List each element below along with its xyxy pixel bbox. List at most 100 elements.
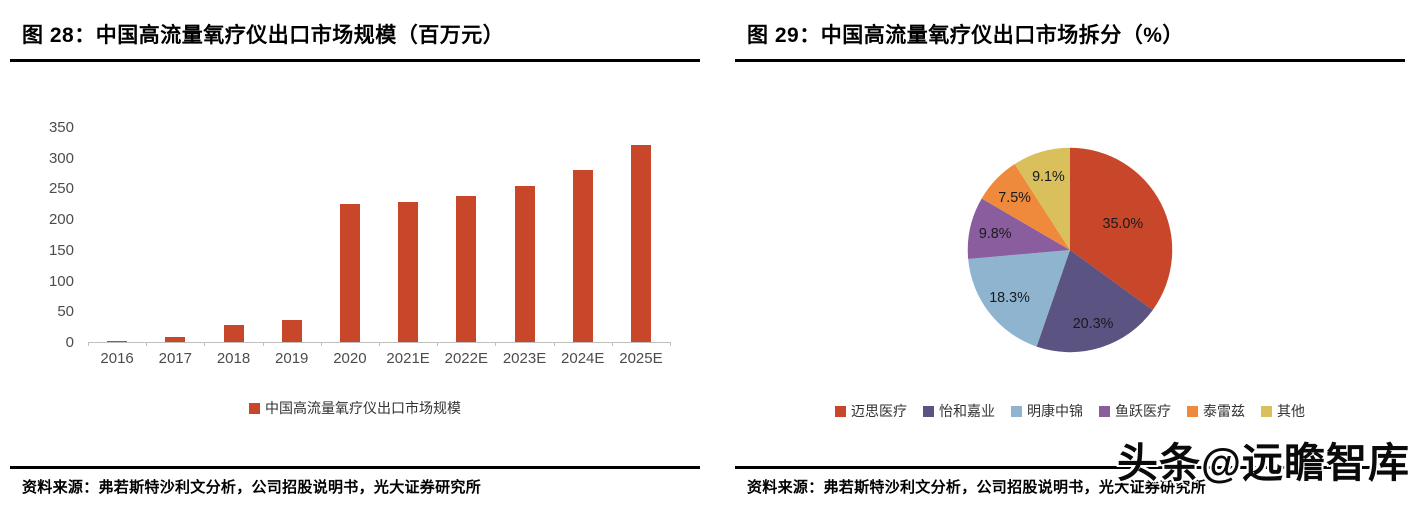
legend-swatch-icon: [1187, 405, 1198, 417]
figure-28-panel: 图 28：中国高流量氧疗仪出口市场规模（百万元） 0 50 100 150 200 250…: [10, 0, 700, 510]
legend-swatch-icon: [835, 405, 846, 417]
bar-slot: [88, 128, 146, 342]
legend-label: 怡和嘉业: [939, 403, 995, 419]
pie-data-label: 18.3%: [989, 290, 1030, 306]
legend-swatch-icon: [1011, 405, 1022, 417]
legend-label: 鱼跃医疗: [1115, 403, 1171, 419]
x-category-label: 2022E: [444, 350, 488, 367]
pie-data-label: 20.3%: [1073, 316, 1114, 332]
bar-slot: [379, 128, 437, 342]
bar-chart-legend: 中国高流量氧疗仪出口市场规模: [10, 398, 700, 418]
y-axis-tick-label: 0: [65, 334, 74, 351]
pie-slice-1: [1036, 250, 1153, 353]
bar-slot: [321, 128, 379, 342]
bar-legend-item: 中国高流量氧疗仪出口市场规模: [249, 398, 461, 418]
y-axis-tick-label: 50: [57, 303, 74, 321]
x-axis-tick: [320, 342, 322, 346]
x-category-label: 2016: [100, 350, 134, 367]
figure-28-source-block: 资料来源：弗若斯特沙利文分析，公司招股说明书，光大证券研究所: [10, 466, 700, 497]
bar-slot: [437, 128, 495, 342]
x-axis-tick: [437, 342, 439, 346]
pie-slice-5: [1014, 147, 1070, 250]
x-axis-tick: [262, 342, 264, 346]
bar: [165, 337, 186, 342]
figure-29-title-underline: [735, 59, 1405, 62]
x-axis-tick: [495, 342, 497, 346]
pie-legend-item: 明康中锦: [1011, 401, 1083, 421]
x-axis-tick: [88, 342, 89, 346]
pie-chart: 35.0% 20.3% 18.3% 9.8% 7.5% 9.1%: [735, 143, 1405, 357]
bar: [398, 201, 419, 342]
pie-slice-4: [981, 164, 1070, 250]
pie-legend-item: 鱼跃医疗: [1099, 401, 1171, 421]
bar: [514, 186, 535, 342]
x-category-label: 2019: [275, 350, 309, 367]
figure-28-source-rule: [10, 466, 700, 469]
pie-slice-0: [1070, 147, 1173, 311]
x-category-label: 2021E: [386, 350, 430, 367]
pie-legend-item: 迈思医疗: [835, 401, 907, 421]
legend-swatch-icon: [249, 402, 260, 414]
legend-label: 其他: [1277, 403, 1305, 419]
y-axis-tick-label: 350: [48, 119, 74, 136]
x-category-label: 2018: [216, 350, 251, 367]
legend-label: 迈思医疗: [851, 403, 907, 419]
y-axis-tick-label: 150: [48, 241, 74, 259]
bar-slot: [204, 128, 262, 342]
legend-label: 泰雷兹: [1203, 403, 1245, 419]
pie-data-label: 9.8%: [979, 226, 1012, 242]
figure-29-source-block: 资料来源：弗若斯特沙利文分析，公司招股说明书，光大证券研究所: [735, 466, 1405, 497]
figure-29-title: 图 29：中国高流量氧疗仪出口市场拆分（%）: [747, 24, 1184, 47]
legend-swatch-icon: [1261, 405, 1272, 417]
pie-data-label: 7.5%: [998, 190, 1031, 206]
figure-28-source-text: 资料来源：弗若斯特沙利文分析，公司招股说明书，光大证券研究所: [22, 479, 482, 496]
legend-swatch-icon: [1099, 405, 1110, 417]
pie-legend-item: 其他: [1261, 401, 1305, 421]
x-axis-tick: [204, 342, 206, 346]
bar: [456, 195, 477, 342]
bar-slot: [495, 128, 553, 342]
bar-slot: [554, 128, 612, 342]
x-category-label: 2025E: [619, 350, 663, 367]
bar-chart-y-axis: 0 50 100 150 200 250 300 350: [10, 120, 80, 351]
x-axis-tick: [379, 342, 380, 346]
y-axis-tick-label: 200: [48, 211, 74, 229]
pie-legend-item: 泰雷兹: [1187, 401, 1245, 421]
y-axis-tick-label: 300: [48, 149, 74, 167]
x-axis-tick: [146, 342, 148, 346]
bar: [572, 170, 593, 342]
bar-chart-plot-area: [88, 128, 671, 346]
bar: [630, 145, 651, 342]
bar-slot: [612, 128, 670, 342]
bar-slot: [146, 128, 204, 342]
figure-28-title: 图 28：中国高流量氧疗仪出口市场规模（百万元）: [22, 24, 505, 47]
x-axis-tick: [553, 342, 555, 346]
legend-label: 中国高流量氧疗仪出口市场规模: [265, 400, 461, 416]
legend-swatch-icon: [923, 405, 934, 417]
pie-chart-svg: 35.0% 20.3% 18.3% 9.8% 7.5%9.1%: [967, 147, 1173, 353]
bar: [223, 325, 244, 342]
watermark-text: 头条@远瞻智库: [1117, 440, 1410, 486]
figure-29-panel: 图 29：中国高流量氧疗仪出口市场拆分（%） 35.0% 20.3% 18.3% 9.…: [735, 0, 1405, 510]
pie-slice-2: [968, 250, 1070, 347]
bar: [281, 319, 302, 342]
legend-label: 明康中锦: [1027, 403, 1083, 419]
bar: [107, 341, 128, 342]
pie-slice-3: [967, 198, 1070, 259]
y-axis-tick-label: 100: [48, 272, 74, 290]
x-category-label: 2024E: [561, 350, 605, 367]
pie-data-label: 9.1%: [1032, 169, 1065, 185]
figure-29-source-rule: [735, 466, 1405, 469]
bar-slot: [263, 128, 321, 342]
bar-chart: 0 50 100 150 200 250 300 350 2016 2017 2018 2019 20…: [10, 120, 700, 367]
x-axis-tick: [670, 342, 671, 346]
x-category-label: 2017: [158, 350, 192, 367]
y-axis-tick-label: 250: [48, 180, 74, 198]
bar: [339, 204, 360, 342]
x-category-label: 2020: [333, 350, 367, 367]
pie-legend-item: 怡和嘉业: [923, 401, 995, 421]
figure-29-source-text: 资料来源：弗若斯特沙利文分析，公司招股说明书，光大证券研究所: [747, 479, 1207, 496]
x-axis-tick: [611, 342, 613, 346]
figure-28-title-underline: [10, 59, 700, 62]
